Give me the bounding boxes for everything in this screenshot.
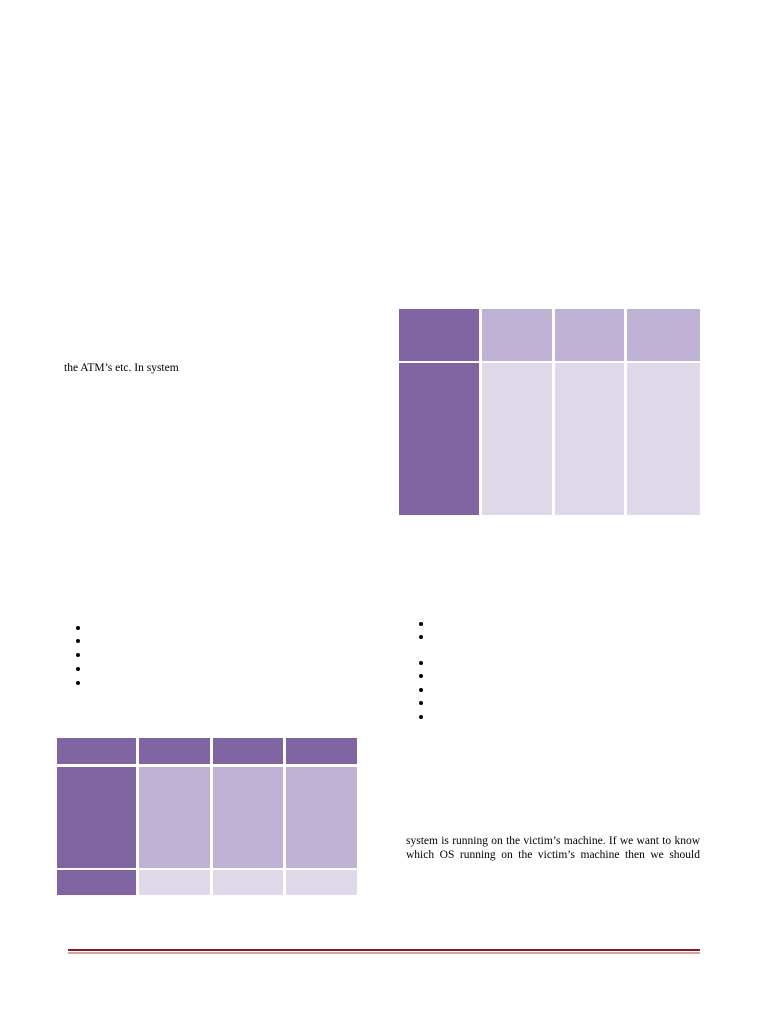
table-cell	[286, 738, 357, 764]
bullet	[419, 701, 423, 705]
bullet	[76, 681, 80, 685]
paragraph-line: the ATM’s etc. In system	[64, 362, 179, 374]
table-cell	[399, 309, 479, 361]
paragraph-line: system is running on the victim’s machin…	[406, 835, 700, 847]
bullet	[76, 653, 80, 657]
table-cell	[57, 767, 136, 868]
bullet	[419, 661, 423, 665]
bullet	[419, 635, 423, 639]
table-cell	[213, 870, 283, 895]
bullet	[419, 688, 423, 692]
table-cell	[139, 870, 210, 895]
table-cell	[213, 767, 283, 868]
paragraph-line: which OS running on the victim’s machine…	[406, 849, 700, 861]
table-cell	[57, 738, 136, 764]
bullet	[76, 639, 80, 643]
footer-rule	[68, 952, 700, 954]
table-cell	[213, 738, 283, 764]
bullet	[419, 715, 423, 719]
footer-rule	[68, 949, 700, 951]
table-cell	[627, 309, 700, 361]
bullet	[76, 626, 80, 630]
bullet	[419, 674, 423, 678]
table-cell	[286, 767, 357, 868]
table-cell	[482, 363, 552, 515]
table-cell	[627, 363, 700, 515]
table-cell	[139, 767, 210, 868]
bullet	[76, 667, 80, 671]
table-cell	[482, 309, 552, 361]
table-cell	[139, 738, 210, 764]
table-cell	[399, 363, 479, 515]
table-cell	[555, 363, 624, 515]
table-cell	[286, 870, 357, 895]
bullet	[419, 622, 423, 626]
table-cell	[57, 870, 136, 895]
table-cell	[555, 309, 624, 361]
